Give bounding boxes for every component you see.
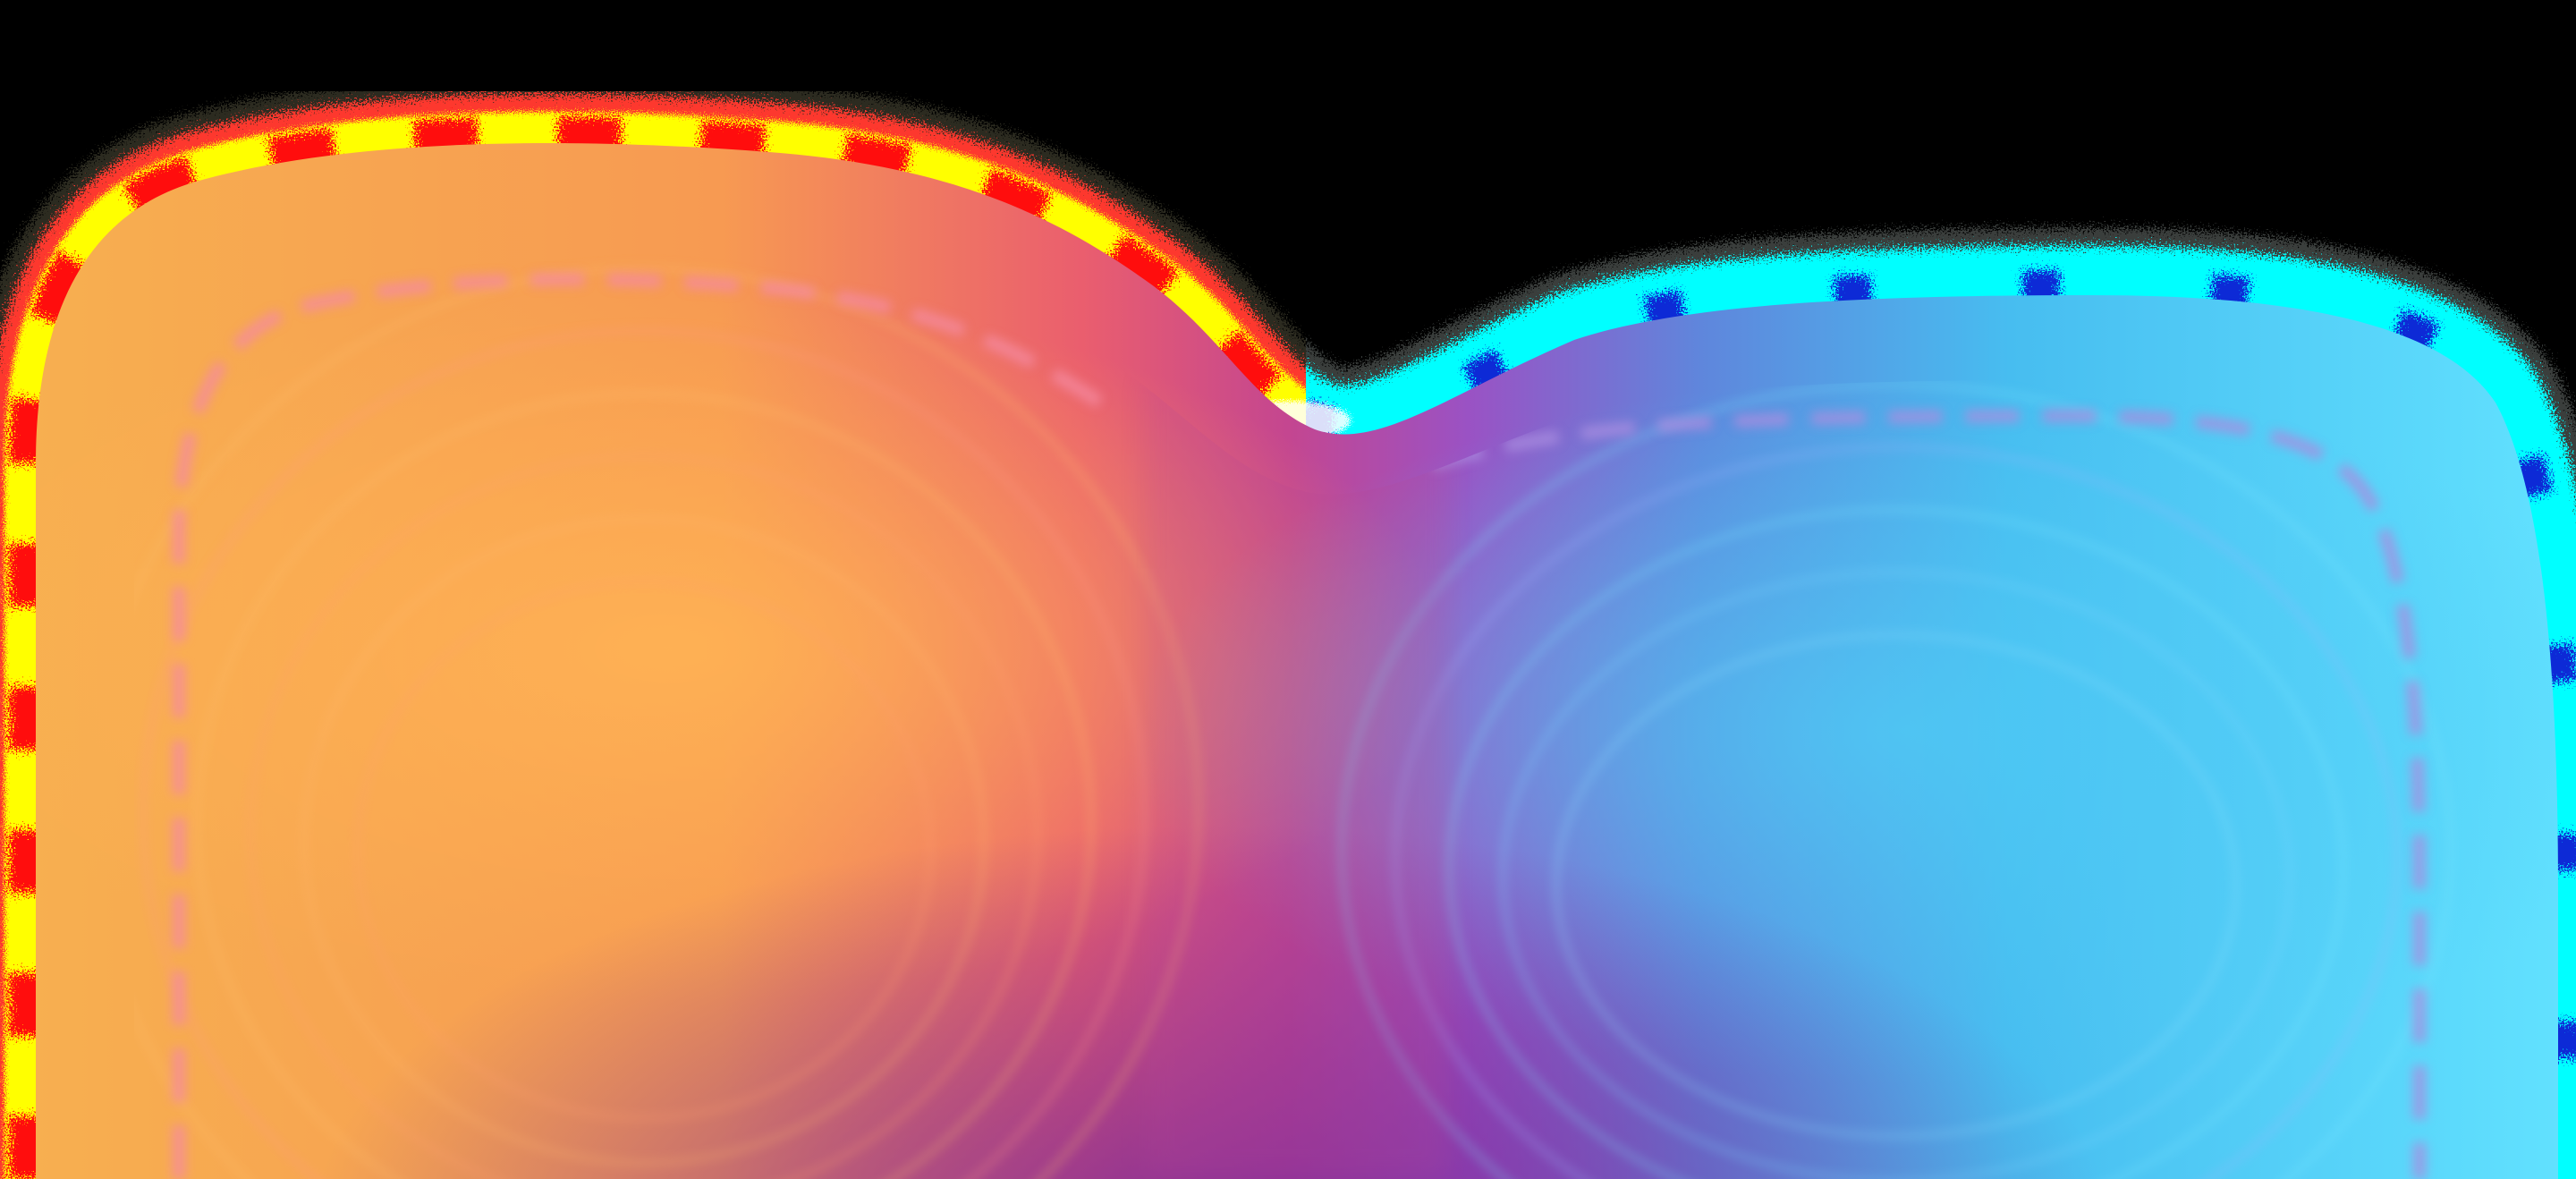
gradient-blob-artwork (0, 76, 2576, 1179)
artwork-canvas (0, 76, 2576, 1179)
